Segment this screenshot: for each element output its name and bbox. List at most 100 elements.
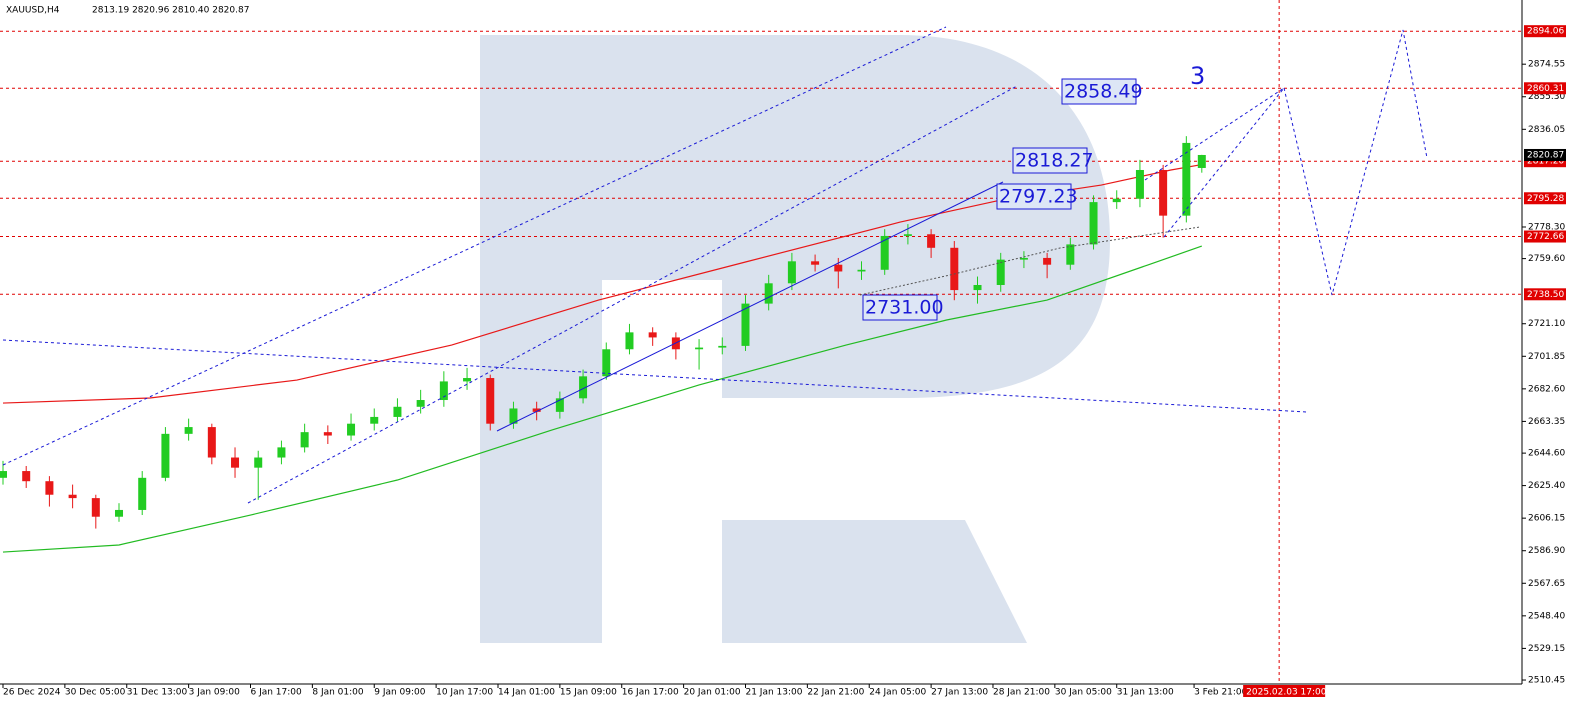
y-tick-label: 2721.10 [1528, 319, 1565, 329]
candle-body [68, 494, 77, 499]
candle-body [579, 376, 588, 399]
candle-body [393, 406, 402, 417]
candle-body [880, 235, 889, 270]
candle-body [1066, 244, 1075, 265]
level-label: 2894.06 [1527, 27, 1564, 37]
x-tick-label: 28 Jan 21:00 [993, 688, 1050, 698]
x-tick-label: 27 Jan 13:00 [931, 688, 988, 698]
annotation: 2731.00 [865, 297, 944, 319]
candle-body [1159, 169, 1168, 216]
level-tag [1524, 192, 1566, 205]
annotations: 2858.49 2818.27 2797.23 2731.00 3 [862, 62, 1205, 321]
candle-body [1135, 169, 1144, 199]
x-tick-label: 3 Feb 21:00 [1194, 688, 1248, 698]
annotation: 2818.27 [1015, 150, 1094, 172]
candle-body [463, 378, 472, 382]
y-tick-label: 2701.85 [1528, 352, 1565, 362]
candle-body [1043, 257, 1052, 265]
candle-body [254, 457, 263, 468]
candle-body [45, 481, 54, 495]
candle-body [996, 259, 1005, 285]
level-label: 2795.28 [1527, 194, 1564, 204]
candle-body [184, 427, 193, 434]
candle-body [950, 247, 959, 291]
candle-body [648, 332, 657, 338]
level-label: 2860.31 [1527, 84, 1564, 94]
x-tick-label: 24 Jan 05:00 [869, 688, 926, 698]
candle-body [486, 378, 495, 424]
candle-body [787, 261, 796, 284]
x-tick-label: 14 Jan 01:00 [498, 688, 555, 698]
y-tick-label: 2855.30 [1528, 92, 1565, 102]
candle-body [300, 432, 309, 448]
level-tag [1524, 288, 1566, 301]
candle-body [231, 457, 240, 468]
x-tick-label: 22 Jan 21:00 [807, 688, 864, 698]
candle-body [834, 264, 843, 272]
candle-body [416, 400, 425, 407]
y-tick-label: 2606.15 [1528, 514, 1565, 524]
candle-body [1089, 202, 1098, 245]
y-tick-label: 2644.60 [1528, 449, 1565, 459]
candle-body [903, 234, 912, 236]
y-tick-label: 2567.65 [1528, 579, 1565, 589]
y-tick-label: 2836.05 [1528, 125, 1565, 135]
candle-body [857, 269, 866, 272]
x-tick-label: 30 Jan 05:00 [1055, 688, 1112, 698]
x-tick-label: 6 Jan 17:00 [250, 688, 302, 698]
candle-body [1182, 142, 1191, 216]
candle-body [764, 283, 773, 304]
wave-label: 3 [1190, 62, 1205, 90]
y-tick-label: 2586.90 [1528, 546, 1565, 556]
candle-body [741, 303, 750, 346]
candle-body [91, 498, 100, 517]
moving-average [2, 245, 1203, 553]
analysis-drawings [2, 26, 1428, 504]
candle-body [1197, 154, 1206, 168]
time-marker-tag [1243, 685, 1326, 697]
candle-body [115, 509, 124, 517]
level-tag [1524, 82, 1566, 95]
x-tick-label: 31 Dec 13:00 [127, 688, 188, 698]
header-quote: 2813.19 2820.96 2810.40 2820.87 [92, 6, 249, 16]
level-tag [1524, 25, 1566, 38]
candle-body [207, 427, 216, 458]
annotation-box [1012, 147, 1088, 174]
y-tick-label: 2510.45 [1528, 676, 1565, 686]
x-tick-label: 31 Jan 13:00 [1117, 688, 1174, 698]
x-tick-label: 16 Jan 17:00 [622, 688, 679, 698]
x-tick-label: 30 Dec 05:00 [65, 688, 126, 698]
level-label: 2738.50 [1527, 290, 1564, 300]
level-label: 2772.66 [1527, 232, 1564, 242]
x-tick-label: 8 Jan 01:00 [312, 688, 364, 698]
x-tick-label: 20 Jan 01:00 [684, 688, 741, 698]
x-tick-label: 10 Jan 17:00 [436, 688, 493, 698]
level-tag [1524, 230, 1566, 243]
annotation: 2797.23 [999, 186, 1078, 208]
x-tick-label: 21 Jan 13:00 [745, 688, 802, 698]
annotation-box [996, 183, 1072, 210]
candle-body [509, 408, 518, 424]
candle-body [323, 432, 332, 436]
candle-body [1019, 257, 1028, 260]
candle-body [22, 471, 31, 482]
candle-body [1112, 198, 1121, 203]
x-tick-label: 15 Jan 09:00 [560, 688, 617, 698]
y-tick-label: 2663.35 [1528, 417, 1565, 427]
candle-body [973, 285, 982, 291]
header-symbol: XAUUSD,H4 [6, 6, 60, 16]
current-price-label: 2820.87 [1527, 150, 1564, 160]
annotation-box [862, 294, 938, 321]
current-price-tag [1524, 148, 1566, 161]
annotation-box [1061, 78, 1137, 105]
x-tick-label: 26 Dec 2024 [3, 688, 61, 698]
time-marker-label: 2025.02.03 17:00 [1246, 688, 1327, 698]
candle-body [695, 347, 704, 350]
moving-average [2, 163, 1202, 404]
candle-body [718, 345, 727, 348]
candle-body [138, 477, 147, 510]
candle-body [532, 408, 541, 412]
watermark [480, 35, 1110, 643]
